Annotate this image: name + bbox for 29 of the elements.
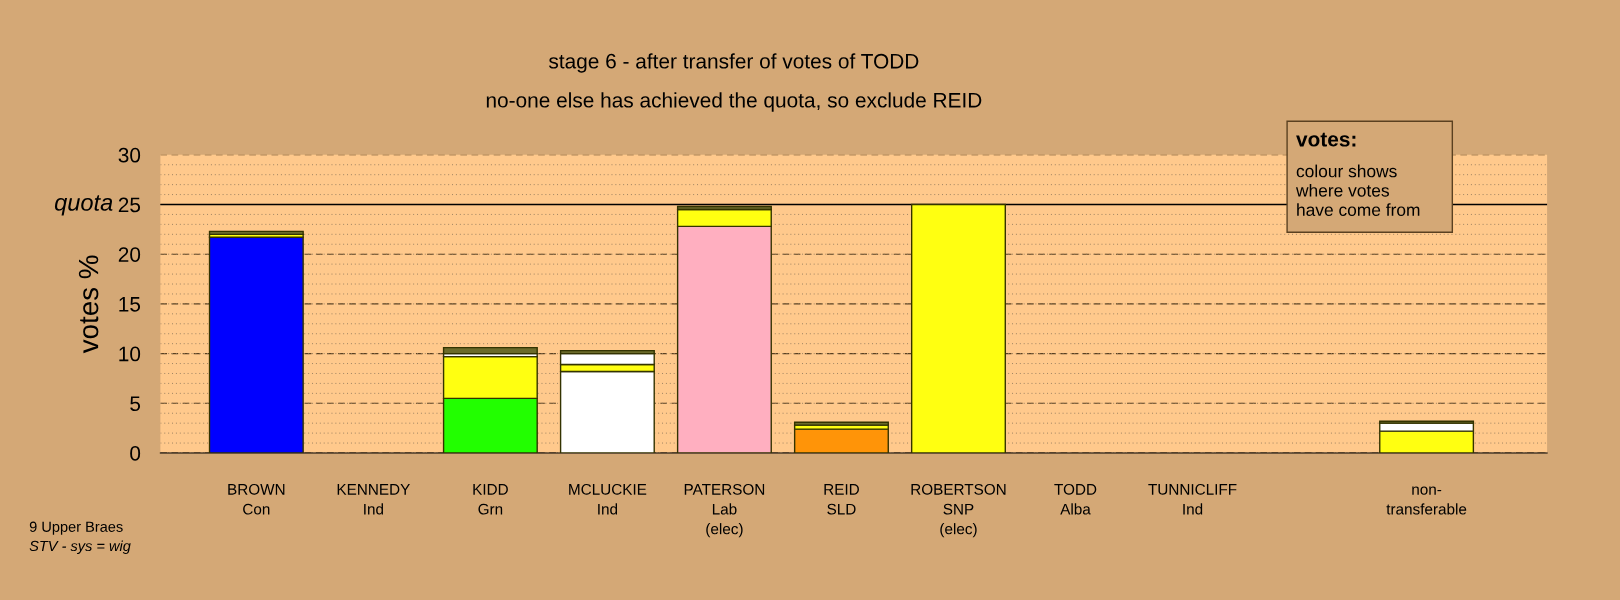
x-tick-label: REID SLD <box>824 484 859 515</box>
x-tick-label: KENNEDY Ind <box>337 484 410 515</box>
y-tick-label: 5 <box>130 396 141 412</box>
x-tick-label: TUNNICLIFF Ind <box>1148 483 1237 515</box>
bar <box>208 236 304 453</box>
x-tick-label: ROBERTSON SNP (elec) <box>911 483 1006 538</box>
y-tick-label: 30 <box>118 147 141 163</box>
x-tick-label: BROWN Con <box>228 483 285 515</box>
x-tick-label: MCLUCKIE Ind <box>569 483 647 515</box>
text: votes: <box>1296 132 1356 147</box>
text: 9 Upper Braes <box>29 521 123 535</box>
x-tick-label: non- transferable <box>1386 486 1467 515</box>
y-tick-label: 20 <box>118 247 141 262</box>
chart-subtitle: no-one else has achieved the quota, so exclude REID <box>486 92 982 112</box>
y-tick-label: 10 <box>119 346 141 362</box>
annotation: colour shows where votes have come from <box>1295 164 1420 216</box>
x-tick-label: KIDD Grn <box>473 484 508 515</box>
x-tick-label: TODD Alba <box>1054 483 1097 515</box>
text: STV - sys = wig <box>29 540 131 554</box>
x-tick-label: PATERSON Lab (elec) <box>684 483 765 538</box>
y-axis-title: votes % <box>78 255 99 354</box>
y-tick-label: 25 <box>118 197 141 213</box>
bar <box>442 346 538 355</box>
bar <box>793 428 889 453</box>
y-tick-label: 15 <box>119 297 141 312</box>
chart-title: stage 6 - after transfer of votes of TODD <box>548 53 919 73</box>
y-tick-label: 0 <box>130 446 141 461</box>
ref-line-label: quota <box>54 195 113 216</box>
bar <box>910 203 1006 453</box>
